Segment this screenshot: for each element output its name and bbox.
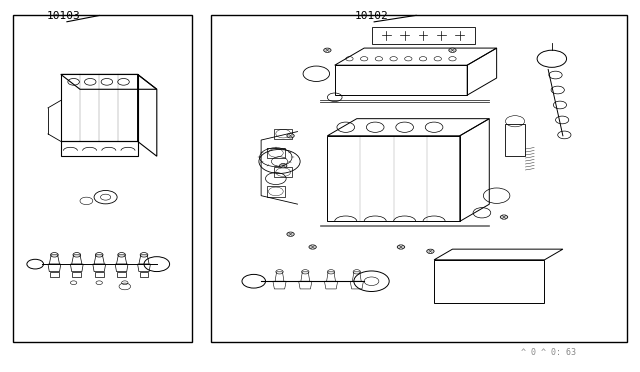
Bar [95,272,104,277]
Bar [13,15,192,342]
Bar [371,27,474,44]
Bar [267,186,285,196]
Bar [50,272,59,277]
Circle shape [449,48,456,52]
Bar [211,15,627,342]
Circle shape [280,164,287,168]
Bar [267,148,285,158]
Text: ^ 0 ^ 0: 63: ^ 0 ^ 0: 63 [521,348,576,357]
Circle shape [309,245,316,249]
Bar [117,272,126,277]
Bar [335,65,467,95]
Bar [72,272,81,277]
Bar [327,136,460,221]
Bar [506,124,525,156]
Bar [275,167,292,177]
Circle shape [324,48,331,52]
Circle shape [287,232,294,236]
Circle shape [287,134,294,138]
Text: 10103: 10103 [47,11,81,21]
Bar [275,128,292,139]
Circle shape [500,215,508,219]
Bar [434,260,545,302]
Circle shape [427,249,434,253]
Text: 10102: 10102 [355,11,388,21]
Bar [140,272,148,277]
Circle shape [397,245,404,249]
